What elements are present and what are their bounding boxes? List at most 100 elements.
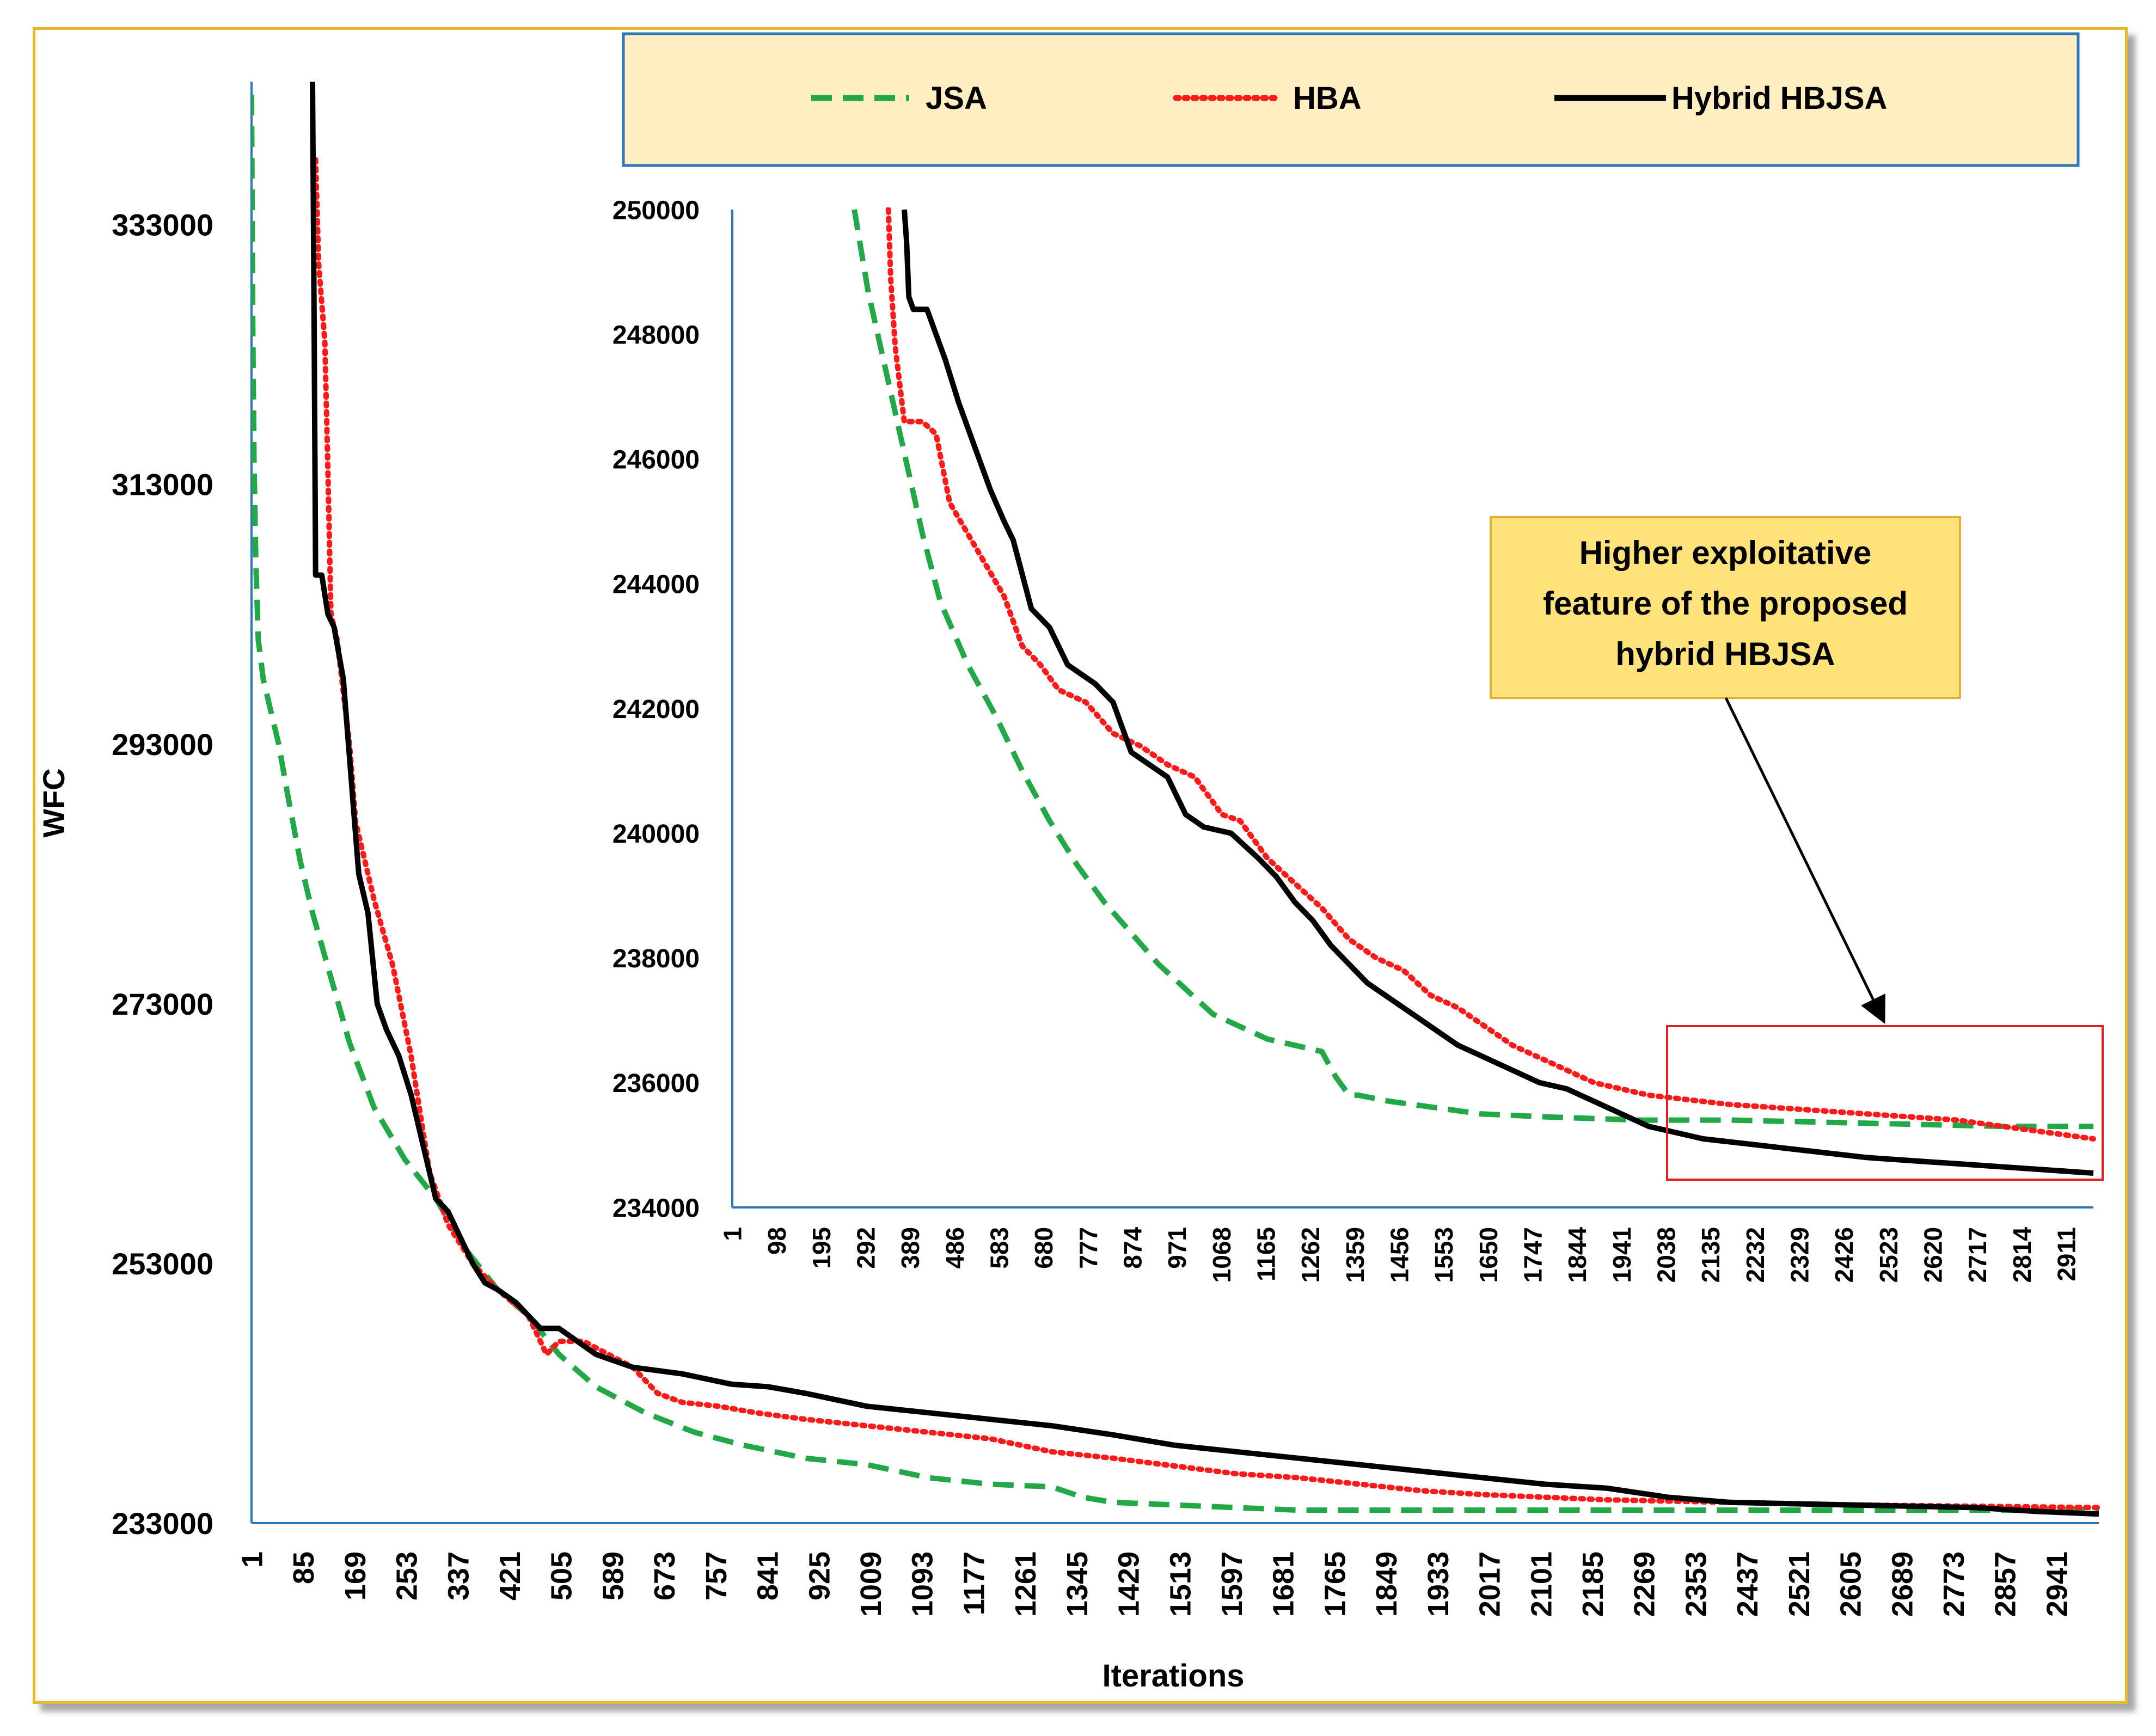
inset-x-tick-label: 2329 [1786, 1227, 1814, 1283]
main-x-tick-label: 1177 [958, 1551, 990, 1615]
main-x-tick-label: 1849 [1370, 1551, 1403, 1617]
annotation-box [1490, 516, 1961, 699]
inset-x-tick-label: 777 [1074, 1227, 1102, 1269]
main-x-tick-label: 421 [494, 1551, 526, 1600]
inset-x-tick-label: 195 [807, 1227, 836, 1269]
main-x-tick-label: 2521 [1783, 1551, 1816, 1617]
inset-x-tick-label: 98 [763, 1227, 791, 1255]
inset-x-tick-label: 971 [1163, 1227, 1191, 1269]
main-x-tick-label: 841 [752, 1551, 785, 1600]
inset-x-tick-label: 1844 [1563, 1227, 1591, 1283]
main-x-tick-label: 2941 [2041, 1551, 2073, 1617]
inset-y-tick-label: 238000 [612, 944, 700, 973]
main-y-tick-label: 313000 [112, 468, 213, 502]
inset-plot-bg [732, 210, 2093, 1207]
inset-y-tick-label: 250000 [612, 196, 700, 225]
main-series-jsa [252, 94, 2099, 1513]
inset-y-tick-label: 234000 [612, 1194, 700, 1223]
main-x-tick-label: 1597 [1216, 1551, 1248, 1617]
inset-x-tick-label: 680 [1030, 1227, 1058, 1269]
inset-x-tick-label: 2717 [1963, 1227, 1992, 1283]
main-x-tick-label: 589 [597, 1551, 629, 1600]
inset-x-tick-label: 389 [896, 1227, 924, 1269]
main-x-tick-label: 2017 [1474, 1551, 1506, 1617]
main-x-tick-label: 2185 [1577, 1551, 1609, 1617]
main-x-tick-label: 1261 [1009, 1551, 1042, 1617]
annotation-text-line: hybrid HBJSA [1615, 636, 1835, 672]
main-x-tick-label: 757 [700, 1551, 733, 1600]
inset-x-tick-label: 2911 [2053, 1227, 2081, 1281]
main-x-tick-label: 2605 [1835, 1551, 1867, 1617]
annotation-arrow [1724, 697, 1885, 1024]
inset-x-tick-label: 2232 [1741, 1227, 1769, 1283]
main-series-hybrid-hbjsa [310, 81, 2099, 1517]
inset-x-tick-label: 1359 [1341, 1227, 1369, 1283]
inset-x-tick-label: 1650 [1474, 1227, 1503, 1283]
main-x-tick-label: 1933 [1422, 1551, 1455, 1617]
inset-x-tick-label: 2620 [1919, 1227, 1947, 1283]
main-x-tick-label: 1093 [906, 1551, 939, 1617]
main-x-tick-label: 1429 [1113, 1551, 1146, 1617]
inset-x-tick-label: 1747 [1519, 1227, 1547, 1283]
main-x-tick-label: 337 [442, 1551, 475, 1600]
main-x-tick-label: 2437 [1731, 1551, 1764, 1617]
x-axis-title: Iterations [1102, 1658, 1244, 1694]
inset-x-tick-label: 2135 [1696, 1227, 1725, 1283]
main-y-tick-label: 293000 [112, 727, 213, 762]
inset-y-tick-label: 240000 [612, 820, 700, 849]
inset-x-tick-label: 1 [719, 1227, 747, 1241]
inset-x-tick-label: 2814 [2008, 1227, 2036, 1283]
main-x-tick-label: 2101 [1525, 1551, 1558, 1617]
inset-x-tick-label: 874 [1119, 1227, 1147, 1269]
inset-y-tick-label: 242000 [612, 695, 700, 724]
inset-y-tick-label: 246000 [612, 446, 700, 475]
main-x-tick-label: 2857 [1989, 1551, 2022, 1617]
inset-y-tick-label: 244000 [612, 571, 700, 599]
inset-x-tick-label: 1553 [1430, 1227, 1458, 1283]
main-chart-group: 233000 253000 273000 293000 313000 333000 1 85 1… [112, 81, 2102, 1617]
main-x-tick-label: 2269 [1628, 1551, 1661, 1617]
inset-x-tick-label: 1262 [1296, 1227, 1325, 1283]
main-x-tick-label: 2689 [1886, 1551, 1919, 1617]
main-x-tick-label: 1513 [1164, 1551, 1197, 1617]
inset-series-hybrid-hbjsa [901, 209, 2094, 1176]
zoom-region-box [1666, 1025, 2104, 1181]
inset-series-hba [885, 207, 2096, 1142]
main-y-tick-label: 333000 [112, 208, 213, 242]
main-x-tick-label: 1345 [1061, 1551, 1094, 1617]
main-y-tick-label: 273000 [112, 987, 213, 1021]
main-x-tick-label: 673 [648, 1551, 681, 1600]
inset-x-tick-label: 2523 [1875, 1227, 1903, 1283]
inset-x-tick-label: 1941 [1608, 1227, 1636, 1283]
main-x-tick-label: 2353 [1680, 1551, 1712, 1617]
inset-x-tick-label: 1068 [1208, 1227, 1236, 1283]
annotation-text-line: Higher exploitative [1579, 535, 1872, 571]
main-x-tick-label: 2773 [1938, 1551, 1970, 1617]
inset-x-tick-label: 292 [852, 1227, 880, 1269]
legend-box [622, 32, 2080, 167]
main-x-tick-label: 925 [803, 1551, 836, 1600]
main-x-tick-label: 505 [546, 1551, 578, 1600]
inset-y-tick-label: 236000 [612, 1069, 700, 1098]
main-x-tick-label: 253 [391, 1551, 424, 1600]
inset-y-tick-label: 248000 [612, 321, 700, 349]
inset-chart-group: 234000 236000 238000 240000 242000 244000 2460… [612, 196, 2096, 1283]
main-x-tick-label: 1765 [1319, 1551, 1351, 1617]
inset-x-tick-label: 1165 [1252, 1227, 1281, 1281]
inset-series-jsa [852, 209, 2093, 1130]
annotation-text-line: feature of the proposed [1543, 585, 1908, 622]
main-x-tick-label: 1 [236, 1551, 268, 1568]
inset-x-tick-label: 1456 [1386, 1227, 1414, 1283]
legend-label-jsa: JSA [926, 81, 987, 116]
legend-label-hybrid-hbjsa: Hybrid HBJSA [1671, 81, 1887, 116]
main-x-tick-label: 1009 [855, 1551, 887, 1617]
main-x-tick-label: 1681 [1267, 1551, 1300, 1617]
main-y-tick-label: 233000 [112, 1506, 213, 1541]
legend-label-hba: HBA [1293, 81, 1362, 116]
inset-x-tick-label: 2426 [1830, 1227, 1858, 1283]
main-x-tick-label: 85 [287, 1551, 320, 1584]
inset-x-tick-label: 2038 [1652, 1227, 1681, 1283]
main-y-tick-label: 253000 [112, 1247, 213, 1281]
inset-x-tick-label: 583 [985, 1227, 1014, 1269]
